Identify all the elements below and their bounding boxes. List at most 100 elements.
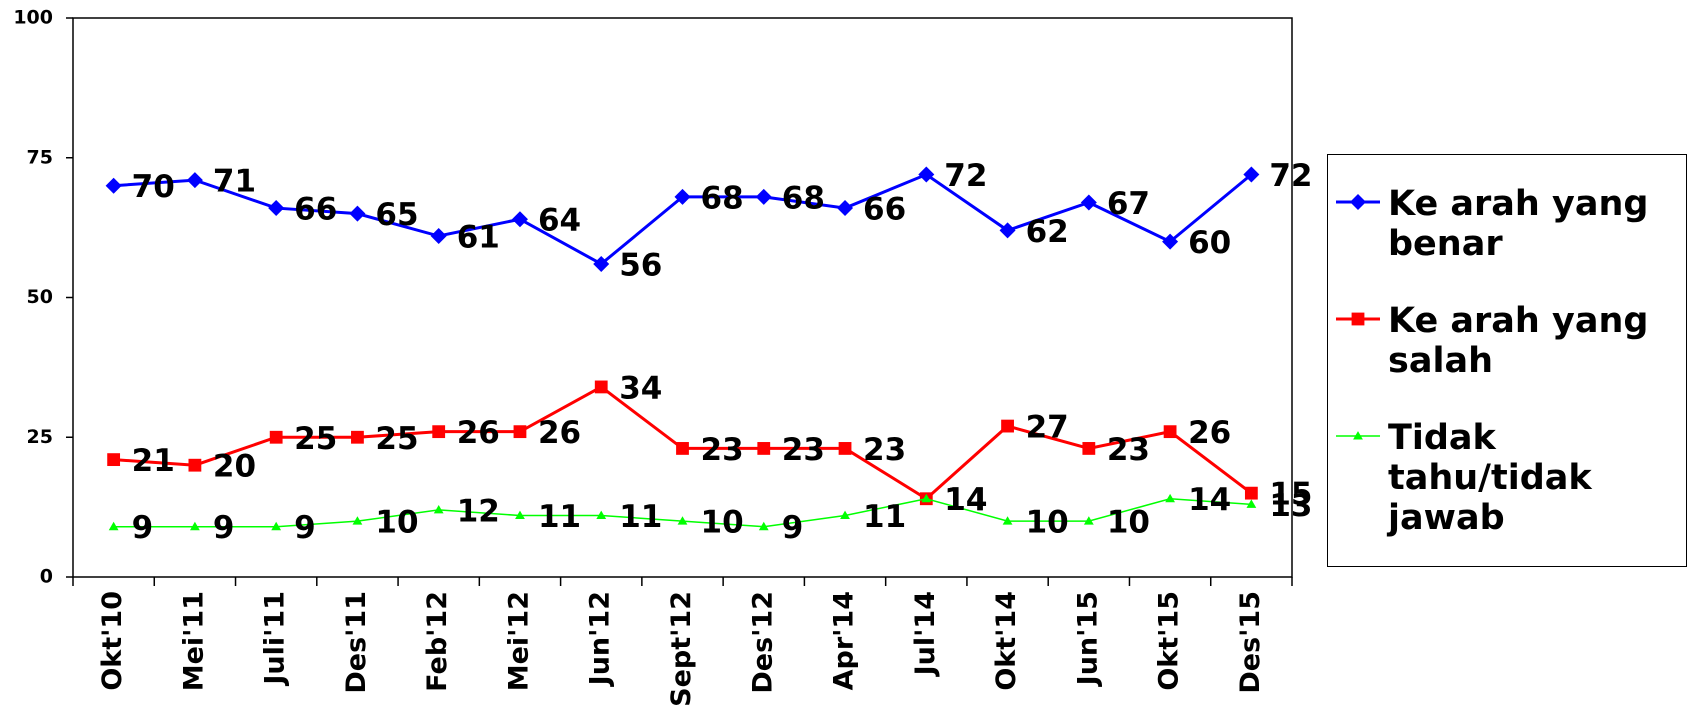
data-label: 14	[944, 482, 987, 518]
data-label: 23	[863, 432, 906, 468]
marker	[515, 510, 525, 520]
marker	[677, 516, 688, 525]
data-label: 67	[1107, 186, 1150, 222]
data-label: 34	[619, 370, 662, 406]
marker	[593, 255, 610, 272]
x-tick-label: Okt'14	[991, 591, 1022, 691]
marker	[758, 521, 769, 531]
x-tick-label: Des'15	[1235, 591, 1266, 694]
legend-item: Ke arah yang benar	[1336, 184, 1678, 264]
data-label: 9	[782, 510, 804, 546]
data-label: 9	[294, 510, 316, 546]
marker	[1353, 430, 1363, 439]
data-label: 13	[1269, 488, 1312, 524]
data-label: 68	[782, 180, 825, 216]
marker	[1244, 486, 1258, 500]
data-label: 66	[294, 192, 337, 228]
marker	[1080, 194, 1097, 211]
marker	[596, 510, 607, 520]
data-label: 10	[1026, 505, 1069, 541]
data-label: 11	[863, 499, 906, 535]
x-tick-label: Jun'15	[1072, 591, 1103, 687]
marker	[1350, 193, 1366, 210]
marker	[269, 430, 283, 444]
data-label: 26	[538, 415, 581, 451]
marker	[838, 442, 852, 455]
marker	[105, 177, 122, 194]
marker	[1165, 493, 1175, 503]
data-label: 71	[213, 164, 256, 200]
data-label: 14	[1188, 482, 1231, 518]
y-tick-label: 75	[27, 146, 53, 168]
marker	[107, 453, 121, 467]
marker	[271, 521, 282, 531]
marker	[432, 425, 446, 439]
data-label: 21	[132, 443, 175, 479]
marker	[430, 228, 447, 245]
data-label: 23	[782, 432, 825, 468]
y-tick-label: 0	[40, 566, 53, 588]
y-tick-label: 25	[27, 426, 53, 448]
marker	[755, 188, 772, 205]
marker	[837, 200, 854, 217]
marker	[1243, 166, 1260, 183]
x-tick-label: Mei'12	[503, 591, 534, 691]
y-tick-label: 50	[27, 286, 53, 308]
data-label: 27	[1026, 410, 1069, 446]
data-label: 23	[1107, 432, 1150, 468]
x-tick-label: Jul'14	[910, 591, 941, 677]
marker	[1083, 516, 1094, 525]
data-label: 66	[863, 192, 906, 228]
y-tick-label: 100	[13, 7, 53, 29]
marker	[433, 505, 444, 514]
x-tick-label: Mei'11	[178, 591, 209, 691]
marker	[921, 493, 932, 503]
data-label: 10	[701, 505, 744, 541]
x-tick-label: Des'12	[747, 591, 778, 694]
marker	[352, 516, 363, 525]
data-label: 65	[375, 197, 418, 233]
marker	[1246, 499, 1257, 508]
legend-label: Tidak tahu/tidak jawab	[1388, 417, 1592, 538]
marker	[513, 425, 527, 439]
data-label: 62	[1026, 214, 1069, 250]
legend-icon	[1336, 193, 1380, 210]
data-label: 60	[1188, 225, 1231, 261]
series-line	[113, 172, 1253, 266]
legend-label: Ke arah yang salah	[1388, 300, 1649, 381]
marker	[676, 442, 689, 455]
data-label: 70	[132, 169, 175, 205]
marker	[674, 188, 691, 205]
legend: Ke arah yang benar Ke arah yang salah Tida…	[1327, 154, 1687, 567]
data-label: 68	[701, 180, 744, 216]
marker	[1162, 233, 1179, 250]
data-label: 61	[457, 220, 500, 256]
x-tick-label: Okt'15	[1154, 591, 1185, 691]
marker	[351, 430, 364, 444]
marker	[757, 442, 771, 455]
legend-icon	[1336, 430, 1380, 439]
data-label: 72	[1269, 158, 1312, 194]
data-label: 9	[132, 510, 154, 546]
marker	[186, 172, 203, 189]
data-label: 20	[213, 449, 256, 485]
x-tick-label: Feb'12	[422, 591, 453, 692]
data-label: 64	[538, 203, 581, 239]
data-label: 10	[1107, 505, 1150, 541]
marker	[999, 222, 1016, 239]
marker	[108, 521, 119, 531]
data-label: 12	[457, 493, 500, 529]
data-label: 10	[375, 505, 418, 541]
x-tick-label: Juli'11	[260, 591, 291, 687]
x-tick-label: Jun'12	[585, 591, 616, 687]
marker	[1082, 442, 1096, 455]
marker	[1001, 419, 1014, 433]
data-label: 72	[944, 158, 987, 194]
legend-item: Ke arah yang salah	[1336, 301, 1678, 381]
data-label: 23	[701, 432, 744, 468]
legend-item: Tidak tahu/tidak jawab	[1336, 418, 1678, 538]
marker	[1163, 425, 1177, 439]
marker	[511, 211, 528, 228]
x-tick-label: Apr'14	[829, 591, 860, 690]
